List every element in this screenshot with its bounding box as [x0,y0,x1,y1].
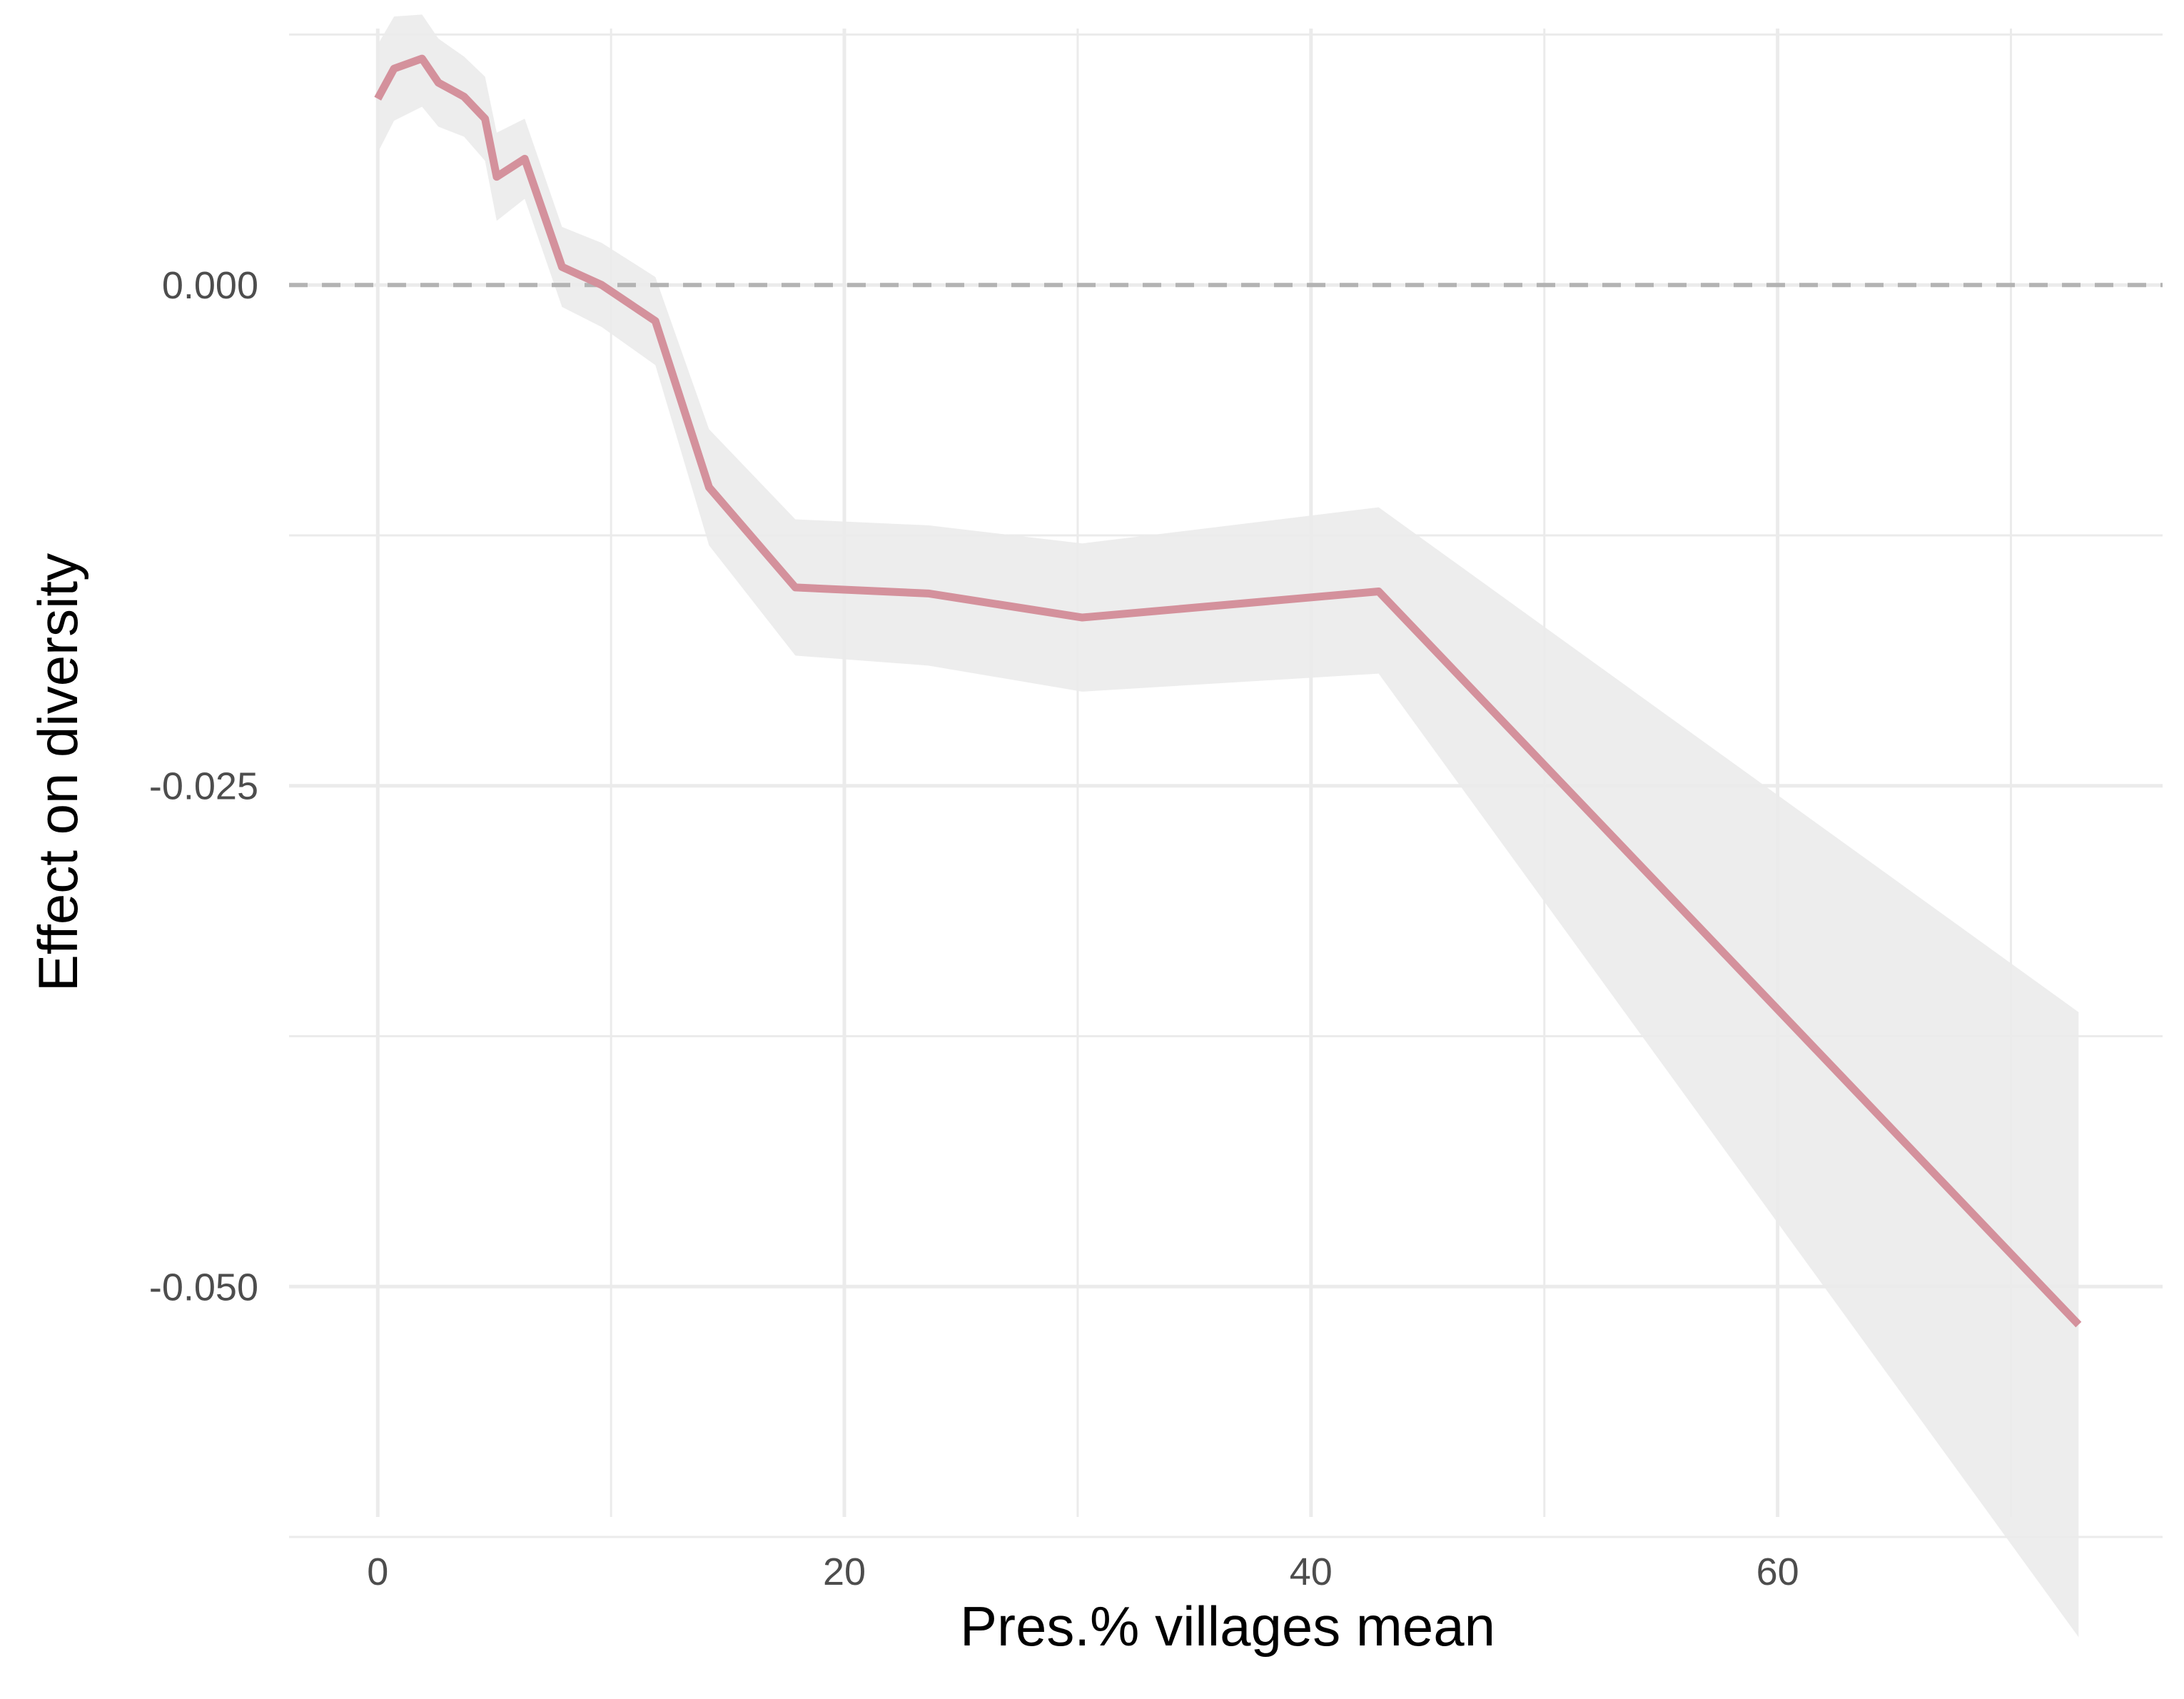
x-tick-labels: 0 20 40 60 [367,1551,1799,1593]
confidence-band-layer [378,14,2079,1638]
y-axis-title: Effect on diversity [26,553,89,992]
y-tick-label: -0.050 [149,1266,258,1309]
confidence-band [378,14,2079,1638]
y-tick-labels: 0.000 -0.025 -0.050 [149,264,258,1309]
y-tick-label: 0.000 [162,264,258,307]
effect-line-layer [374,54,2082,1328]
x-axis-title: Pres.% villages mean [960,1595,1495,1658]
x-tick-label: 20 [823,1551,866,1593]
x-tick-label: 0 [367,1551,388,1593]
effect-line [374,54,2082,1328]
x-tick-label: 60 [1756,1551,1799,1593]
y-tick-label: -0.025 [149,765,258,808]
x-tick-label: 40 [1290,1551,1333,1593]
